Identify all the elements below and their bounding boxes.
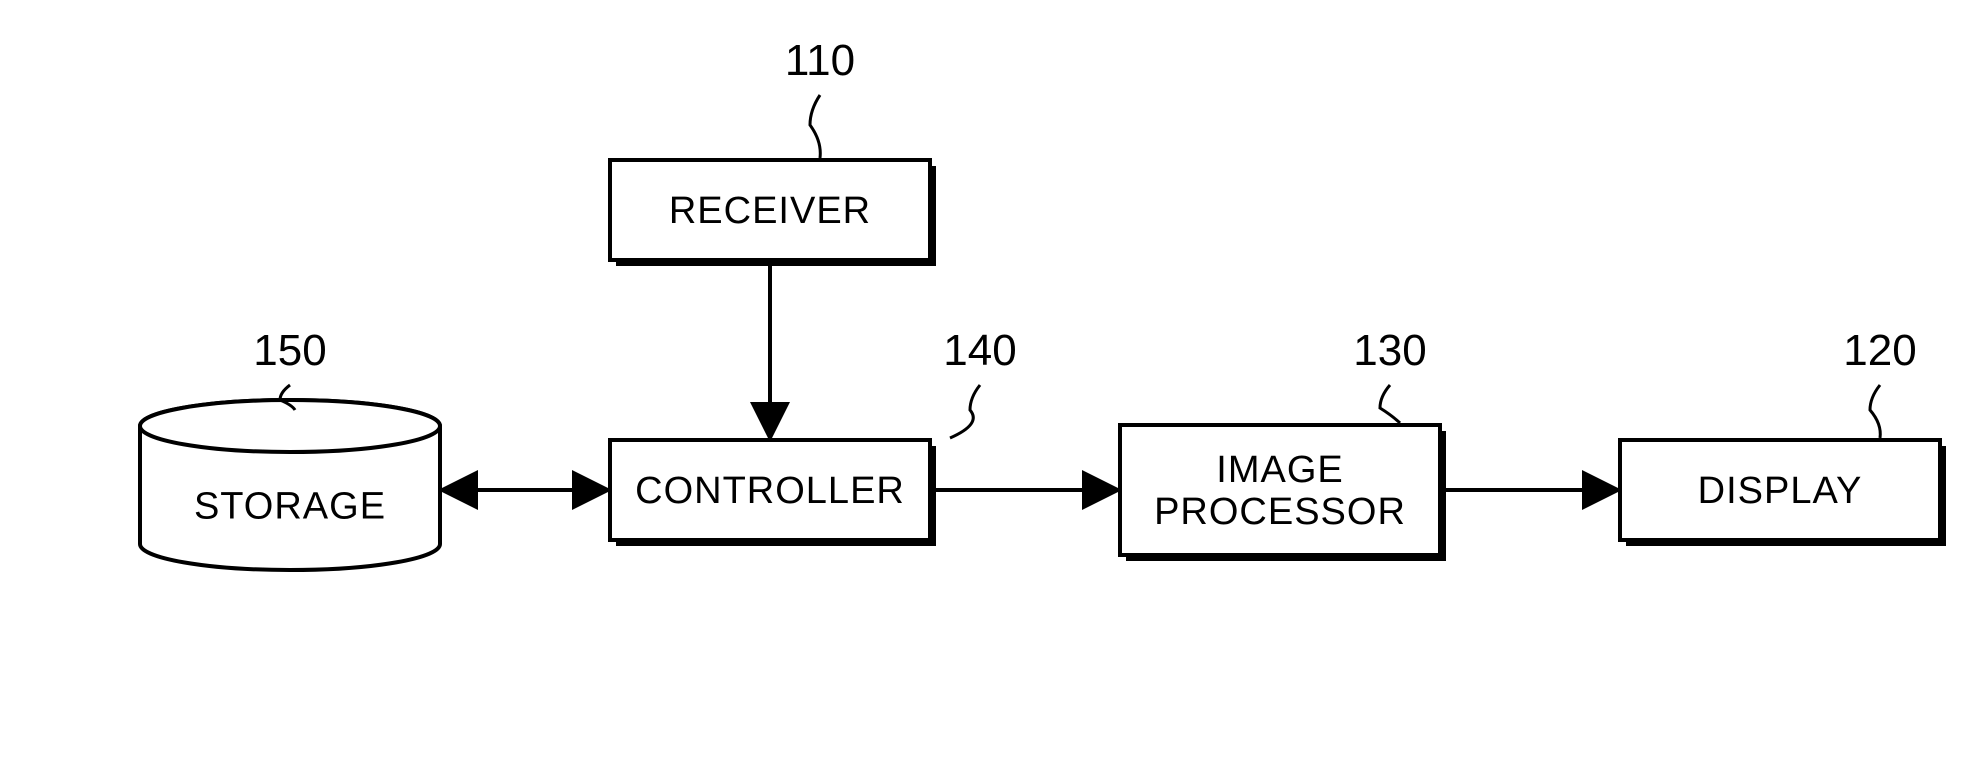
ref-label-controller: 140 xyxy=(943,326,1016,375)
node-label-controller: CONTROLLER xyxy=(635,470,905,512)
ref-leader-image_proc xyxy=(1380,385,1400,423)
node-image_proc: IMAGEPROCESSOR xyxy=(1120,425,1446,561)
ref-label-display: 120 xyxy=(1843,326,1916,375)
ref-label-receiver: 110 xyxy=(785,36,855,85)
ref-leader-receiver xyxy=(810,95,820,158)
block-diagram: RECEIVER CONTROLLER IMAGEPROCESSOR DISPLAY S… xyxy=(0,0,1987,762)
ref-leader-controller xyxy=(950,385,980,438)
node-label-receiver: RECEIVER xyxy=(669,190,871,232)
node-storage: STORAGE xyxy=(140,400,440,570)
node-label-image_proc-line1: PROCESSOR xyxy=(1154,491,1406,533)
ref-label-image_proc: 130 xyxy=(1353,326,1426,375)
node-label-display: DISPLAY xyxy=(1698,470,1863,512)
node-controller: CONTROLLER xyxy=(610,440,936,546)
node-label-image_proc-line0: IMAGE xyxy=(1216,449,1343,491)
ref-leader-display xyxy=(1870,385,1880,438)
node-label-storage: STORAGE xyxy=(194,485,386,527)
node-receiver: RECEIVER xyxy=(610,160,936,266)
node-display: DISPLAY xyxy=(1620,440,1946,546)
ref-label-storage: 150 xyxy=(253,326,326,375)
